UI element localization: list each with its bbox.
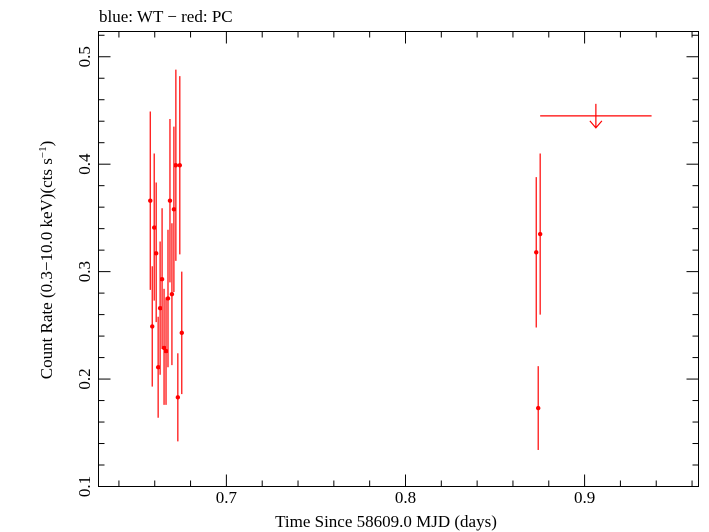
data-point bbox=[173, 163, 179, 168]
axis-ticks bbox=[98, 31, 699, 487]
data-point bbox=[165, 296, 171, 301]
y-tick-label: 0.1 bbox=[75, 476, 94, 497]
x-tick-label: 0.7 bbox=[216, 488, 238, 507]
data-point bbox=[171, 207, 177, 212]
data-point bbox=[155, 365, 161, 370]
data-point bbox=[167, 198, 173, 203]
y-tick-label: 0.2 bbox=[75, 368, 94, 389]
data-point bbox=[153, 251, 159, 256]
tick-labels: 0.7 0.8 0.9 0.1 0.2 0.3 0.4 0.5 bbox=[75, 46, 595, 507]
data-point bbox=[163, 348, 169, 354]
data-point bbox=[161, 345, 167, 351]
y-tick-label: 0.3 bbox=[75, 261, 94, 282]
data-point bbox=[152, 225, 157, 230]
plot-frame bbox=[98, 31, 699, 487]
x-tick-label: 0.8 bbox=[395, 488, 416, 507]
y-axis-label: Count Rate (0.3−10.0 keV)(cts s−1) bbox=[37, 141, 56, 380]
data-point bbox=[177, 163, 183, 168]
data-point bbox=[175, 395, 181, 400]
data-point bbox=[157, 305, 163, 311]
data-point bbox=[534, 250, 539, 255]
data-marks bbox=[148, 69, 652, 450]
y-axis-label-main: Count Rate (0.3−10.0 keV)(cts s bbox=[37, 158, 56, 379]
y-tick-label: 0.4 bbox=[75, 153, 94, 175]
data-point bbox=[179, 330, 184, 336]
chart-title: blue: WT − red: PC bbox=[99, 7, 233, 26]
x-tick-label: 0.9 bbox=[574, 488, 595, 507]
data-point bbox=[150, 324, 155, 329]
data-point bbox=[169, 291, 175, 297]
data-point bbox=[148, 198, 153, 203]
data-point bbox=[536, 405, 541, 411]
data-point bbox=[159, 276, 165, 282]
y-tick-label: 0.5 bbox=[75, 46, 94, 67]
data-point bbox=[537, 231, 543, 237]
y-axis-label-close: ) bbox=[37, 141, 56, 147]
y-axis-label-sup: −1 bbox=[37, 146, 49, 158]
x-axis-label: Time Since 58609.0 MJD (days) bbox=[275, 512, 497, 531]
upper-limit-arrow-head bbox=[589, 120, 603, 129]
